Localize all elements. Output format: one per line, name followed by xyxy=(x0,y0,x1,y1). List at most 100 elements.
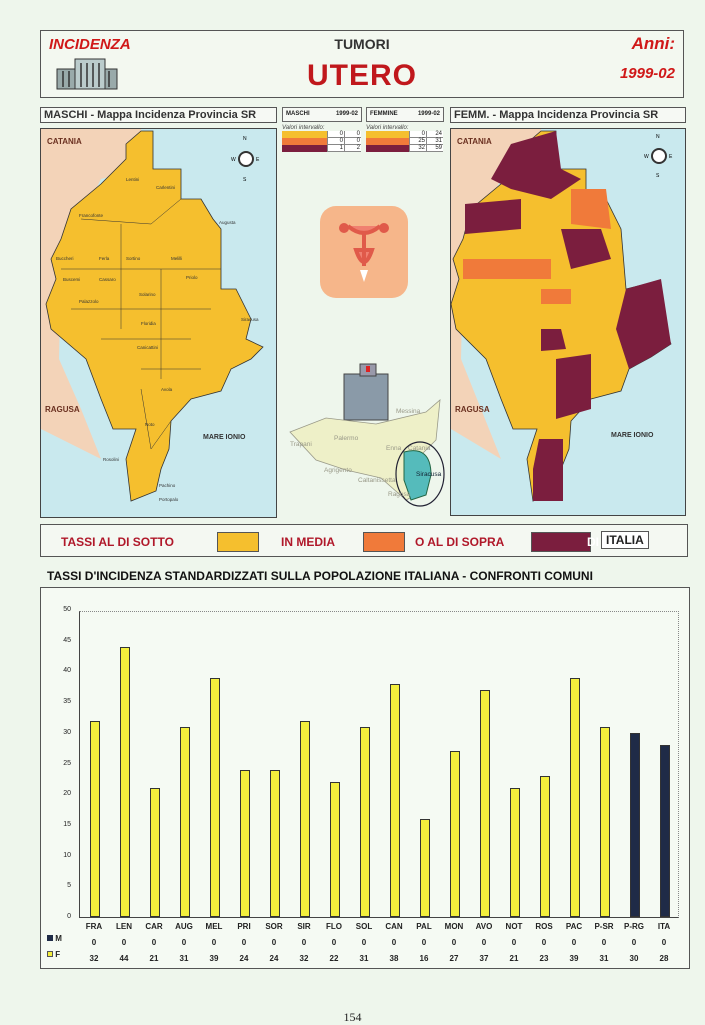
header: INCIDENZA TUMORI UTERO Anni: 1999-02 xyxy=(40,30,684,98)
value-f: 31 xyxy=(359,954,369,963)
value-m: 0 xyxy=(91,938,97,947)
svg-text:Rosolini: Rosolini xyxy=(103,457,119,462)
bar-pri xyxy=(240,769,250,917)
bar-sol xyxy=(360,726,370,917)
value-f: 22 xyxy=(329,954,339,963)
svg-text:Pachino: Pachino xyxy=(159,483,176,488)
bar-ros xyxy=(540,775,550,917)
value-m: 0 xyxy=(571,938,577,947)
svg-text:Siracusa: Siracusa xyxy=(241,317,259,322)
svg-text:Buccheri: Buccheri xyxy=(56,256,74,261)
bar-p-rg xyxy=(630,732,640,917)
value-f: 37 xyxy=(479,954,489,963)
label-ragusa-f: RAGUSA xyxy=(455,405,490,414)
svg-text:E: E xyxy=(669,154,673,160)
svg-text:Catania: Catania xyxy=(408,445,431,452)
y-tick-label: 10 xyxy=(63,851,71,859)
x-tick-label: NOT xyxy=(505,922,523,931)
years: 1999-02 xyxy=(619,65,675,82)
value-f: 21 xyxy=(509,954,519,963)
x-tick-label: CAN xyxy=(385,922,403,931)
value-m: 0 xyxy=(121,938,127,947)
bar-not xyxy=(510,788,520,917)
value-m: 0 xyxy=(241,938,247,947)
value-m: 0 xyxy=(601,938,607,947)
value-f: 27 xyxy=(449,954,459,963)
bar-pal xyxy=(420,818,430,917)
x-tick-label: CAR xyxy=(145,922,163,931)
bar-sir xyxy=(300,720,310,917)
svg-text:Messina: Messina xyxy=(396,408,421,415)
value-f: 31 xyxy=(179,954,189,963)
svg-text:S: S xyxy=(656,173,660,179)
bar-sor xyxy=(270,769,280,917)
y-tick-label: 40 xyxy=(63,667,71,675)
svg-text:Augusta: Augusta xyxy=(219,220,236,225)
x-tick-label: SOL xyxy=(355,922,373,931)
svg-text:Portopalo: Portopalo xyxy=(159,497,179,502)
bar-len xyxy=(120,646,130,917)
svg-text:Floridia: Floridia xyxy=(141,321,156,326)
value-m: 0 xyxy=(511,938,517,947)
x-tick-label: PAL xyxy=(416,922,432,931)
y-tick-label: 15 xyxy=(63,820,71,828)
legend-text-avg: IN MEDIA xyxy=(281,535,335,549)
bar-p-sr xyxy=(600,726,610,917)
svg-text:W: W xyxy=(231,157,236,163)
building-logo-icon xyxy=(56,58,118,90)
value-f: 30 xyxy=(629,954,639,963)
bar-fra xyxy=(90,720,100,917)
legend-swatch-mid xyxy=(363,532,405,552)
sicily-map: Messina Palermo Trapani Enna Catania Agrigent… xyxy=(289,363,445,507)
label-mare-ionio: MARE IONIO xyxy=(203,434,246,441)
svg-text:Siracusa: Siracusa xyxy=(416,471,442,478)
label-mare-ionio-f: MARE IONIO xyxy=(611,432,654,439)
x-tick-label: PRI xyxy=(237,922,251,931)
legend-swatch-high xyxy=(531,532,591,552)
svg-text:Carlentini: Carlentini xyxy=(156,185,175,190)
svg-text:Caltanissetta: Caltanissetta xyxy=(358,477,396,484)
chart-title: TASSI D'INCIDENZA STANDARDIZZATI SULLA P… xyxy=(47,569,593,583)
x-tick-label: MON xyxy=(444,922,464,931)
y-tick-label: 35 xyxy=(63,698,71,706)
bar-flo xyxy=(330,781,340,917)
female-map-title: FEMM. - Mappa Incidenza Provincia SR xyxy=(450,107,686,123)
value-m: 0 xyxy=(181,938,187,947)
value-m: 0 xyxy=(211,938,217,947)
bar-ita xyxy=(660,745,670,917)
uterus-icon xyxy=(320,206,408,298)
header-incidenza: INCIDENZA xyxy=(49,36,131,53)
value-f: 32 xyxy=(299,954,309,963)
svg-text:Palazzolo: Palazzolo xyxy=(79,299,99,304)
y-tick-label: 20 xyxy=(63,790,71,798)
value-f: 44 xyxy=(119,954,129,963)
x-tick-label: P-RG xyxy=(624,922,644,931)
bar-can xyxy=(390,683,400,917)
x-tick-label: LEN xyxy=(116,922,132,931)
value-m: 0 xyxy=(301,938,307,947)
page-title: UTERO xyxy=(307,59,417,92)
value-m: 0 xyxy=(631,938,637,947)
compass-icon-f: N S E W xyxy=(644,134,673,179)
svg-text:Melilli: Melilli xyxy=(171,256,182,261)
value-m: 0 xyxy=(661,938,667,947)
label-catania-f: CATANIA xyxy=(457,137,492,146)
y-tick-label: 30 xyxy=(63,728,71,736)
svg-text:Ferla: Ferla xyxy=(99,256,110,261)
male-province-shape xyxy=(45,130,264,502)
svg-text:Palermo: Palermo xyxy=(334,435,359,442)
value-f: 39 xyxy=(569,954,579,963)
y-tick-label: 45 xyxy=(63,636,71,644)
y-tick-label: 50 xyxy=(63,606,71,613)
series-f-legend: F xyxy=(47,950,60,959)
x-tick-label: PAC xyxy=(565,922,583,931)
value-f: 16 xyxy=(419,954,429,963)
bar-mon xyxy=(450,751,460,917)
x-tick-label: FRA xyxy=(85,922,103,931)
svg-text:Cassaro: Cassaro xyxy=(99,277,116,282)
label-ragusa: RAGUSA xyxy=(45,405,80,414)
x-tick-label: ROS xyxy=(535,922,553,931)
value-f: 24 xyxy=(269,954,279,963)
y-tick-label: 5 xyxy=(67,882,71,890)
